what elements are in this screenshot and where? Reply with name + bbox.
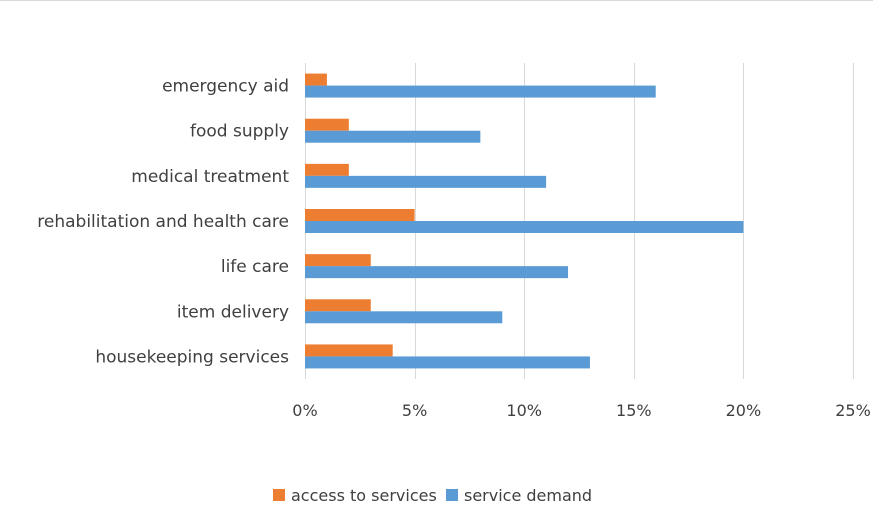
x-tick-label: 20% (726, 401, 762, 420)
bar-access-to-services (305, 73, 327, 86)
category-label: food supply (190, 122, 289, 142)
category-label: emergency aid (162, 77, 289, 97)
bar-service-demand (305, 175, 547, 188)
bars (305, 73, 744, 369)
x-tick-label: 5% (402, 401, 427, 420)
x-tick-label: 25% (835, 401, 871, 420)
bar-service-demand (305, 356, 590, 369)
bar-service-demand (305, 266, 569, 279)
legend-label-demand: service demand (464, 486, 592, 505)
category-label: housekeeping services (95, 347, 289, 367)
category-label: rehabilitation and health care (37, 212, 289, 232)
bar-access-to-services (305, 118, 349, 131)
bar-access-to-services (305, 209, 415, 221)
bar-access-to-services (305, 254, 371, 267)
bar-access-to-services (305, 163, 349, 176)
bar-service-demand (305, 85, 656, 98)
x-tick-label: 0% (292, 401, 317, 420)
bar-access-to-services (305, 344, 393, 357)
bar-service-demand (305, 311, 503, 324)
bar-service-demand (305, 130, 481, 143)
legend-swatch-access (273, 489, 285, 501)
category-label: life care (221, 257, 289, 277)
legend-swatch-demand (446, 489, 458, 501)
bar-access-to-services (305, 299, 371, 312)
legend: access to services service demand (273, 486, 592, 505)
x-tick-label: 15% (616, 401, 652, 420)
category-label: item delivery (177, 302, 289, 322)
bar-service-demand (305, 221, 744, 233)
legend-label-access: access to services (291, 486, 437, 505)
category-labels: emergency aid food supply medical treatmen… (37, 77, 289, 368)
x-tick-labels: 0% 5% 10% 15% 20% 25% (292, 401, 870, 420)
category-label: medical treatment (131, 167, 289, 187)
x-tick-label: 10% (506, 401, 542, 420)
